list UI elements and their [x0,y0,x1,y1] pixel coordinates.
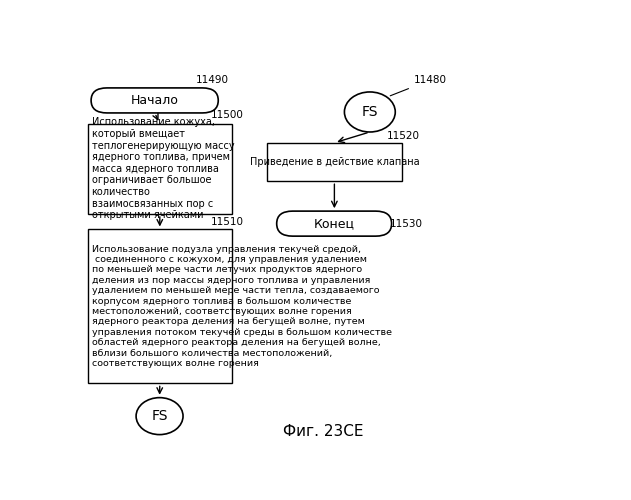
FancyBboxPatch shape [267,143,402,182]
Text: 11530: 11530 [389,218,422,228]
Text: 11510: 11510 [211,218,244,228]
FancyBboxPatch shape [91,88,218,113]
Text: FS: FS [151,409,168,423]
Ellipse shape [345,92,395,132]
Text: Конец: Конец [314,217,355,230]
Text: Начало: Начало [131,94,179,107]
Text: Использование подузла управления текучей средой,
 соединенного с кожухом, для уп: Использование подузла управления текучей… [91,244,392,368]
Text: 11480: 11480 [390,75,447,96]
FancyBboxPatch shape [276,211,392,236]
Text: Использование кожуха,
который вмещает
теплогенерирующую массу
ядерного топлива, : Использование кожуха, который вмещает те… [91,118,234,220]
FancyBboxPatch shape [88,230,232,384]
Ellipse shape [136,398,183,434]
Text: FS: FS [362,105,378,119]
Text: Фиг. 23CE: Фиг. 23CE [283,424,363,439]
FancyBboxPatch shape [88,124,232,214]
Text: 11520: 11520 [387,131,420,141]
Text: 11500: 11500 [211,110,244,120]
Text: Приведение в действие клапана: Приведение в действие клапана [250,157,419,167]
Text: 11490: 11490 [196,75,229,85]
